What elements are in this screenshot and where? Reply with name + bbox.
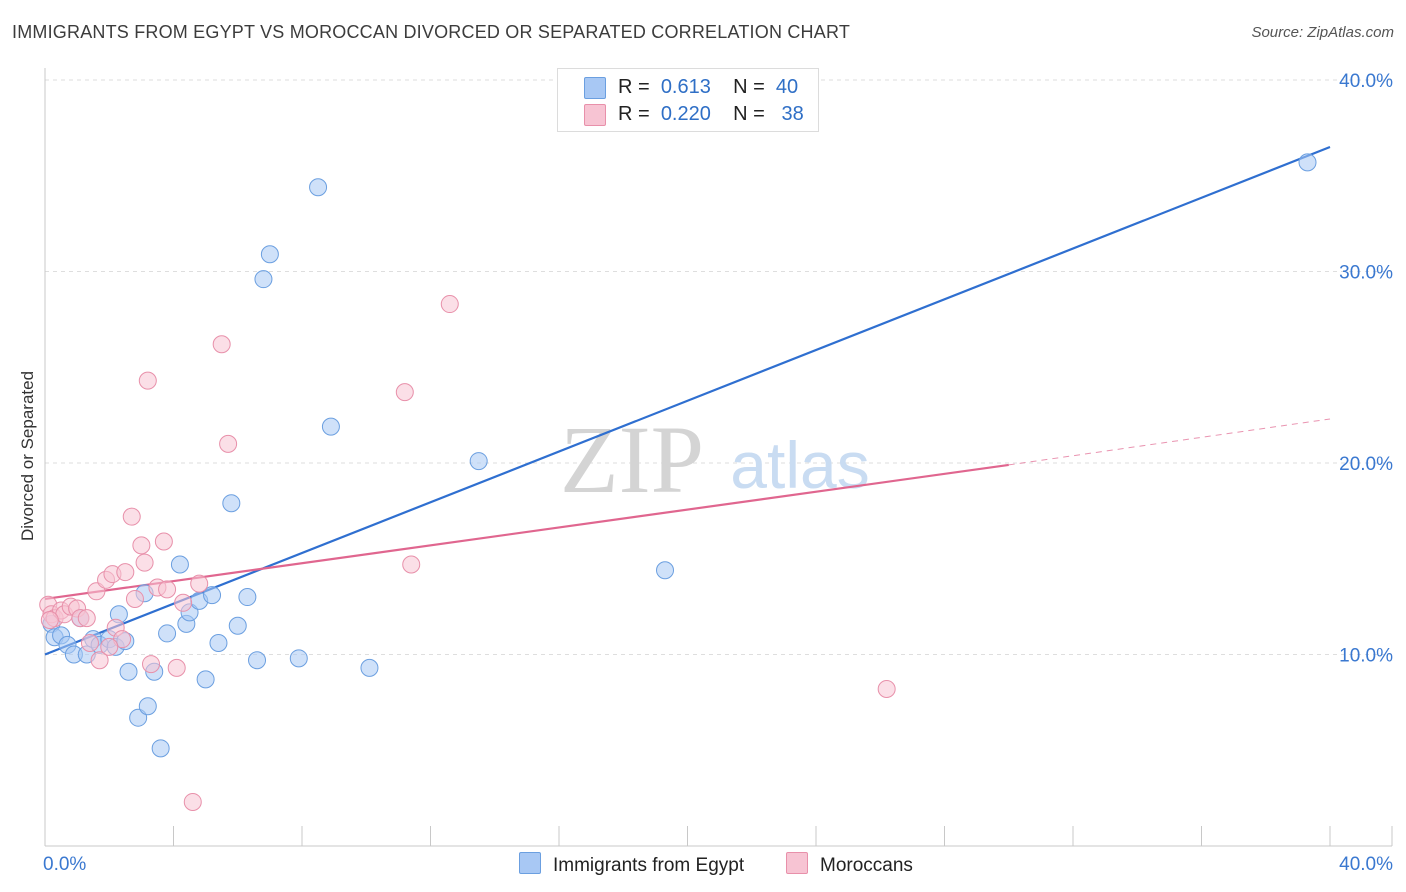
point-egypt xyxy=(228,616,247,635)
point-moroccans xyxy=(167,658,186,677)
point-moroccans xyxy=(125,589,144,608)
point-moroccans xyxy=(135,553,154,572)
point-egypt xyxy=(254,270,273,289)
point-moroccans xyxy=(100,637,119,656)
tick-labels: 10.0% 20.0% 30.0% 40.0% 0.0% 40.0% xyxy=(43,71,1393,875)
point-moroccans xyxy=(154,532,173,551)
data-points xyxy=(39,153,1317,811)
point-egypt xyxy=(129,708,148,727)
point-moroccans xyxy=(116,563,135,582)
point-moroccans xyxy=(219,434,238,453)
y-tick-label: 30.0% xyxy=(1339,263,1393,284)
point-moroccans xyxy=(190,574,209,593)
point-egypt xyxy=(222,494,241,513)
point-moroccans xyxy=(158,580,177,599)
point-moroccans xyxy=(183,792,202,811)
point-moroccans xyxy=(877,679,896,698)
point-moroccans xyxy=(90,651,109,670)
bottom-legend-egypt: Immigrants from Egypt xyxy=(519,852,744,877)
point-egypt xyxy=(321,417,340,436)
point-egypt xyxy=(209,634,228,653)
point-egypt xyxy=(170,555,189,574)
point-egypt xyxy=(360,658,379,677)
point-egypt xyxy=(309,178,328,197)
point-moroccans xyxy=(138,371,157,390)
legend-swatch-egypt xyxy=(584,77,606,99)
point-egypt xyxy=(151,739,170,758)
point-egypt xyxy=(138,697,157,716)
legend-r-value: 0.220 xyxy=(660,103,711,125)
point-moroccans xyxy=(212,335,231,354)
y-tick-label: 20.0% xyxy=(1339,454,1393,475)
x-tick-label: 40.0% xyxy=(1339,854,1393,875)
trend-line-moroccans-extension xyxy=(1008,418,1331,466)
bottom-legend-swatch-moroccans xyxy=(786,852,808,874)
source-label: Source: ZipAtlas.com xyxy=(1251,24,1394,41)
watermark-atlas: atlas xyxy=(730,428,869,502)
legend-r-label: R = xyxy=(618,103,650,125)
point-moroccans xyxy=(395,383,414,402)
bottom-legend-label-moroccans: Moroccans xyxy=(820,855,913,876)
watermark: ZIP atlas xyxy=(560,406,870,513)
point-moroccans xyxy=(87,582,106,601)
point-egypt xyxy=(260,245,279,264)
point-egypt xyxy=(158,624,177,643)
point-egypt xyxy=(469,452,488,471)
point-moroccans xyxy=(402,555,421,574)
trend-line-egypt xyxy=(44,146,1331,656)
point-moroccans xyxy=(132,536,151,555)
trend-line-moroccans xyxy=(44,463,1009,601)
point-egypt xyxy=(238,588,257,607)
y-tick-label: 10.0% xyxy=(1339,646,1393,667)
point-egypt xyxy=(203,586,222,605)
point-moroccans xyxy=(122,507,141,526)
point-egypt xyxy=(119,662,138,681)
legend-r-value: 0.613 xyxy=(660,76,711,98)
point-moroccans xyxy=(40,611,59,630)
point-moroccans xyxy=(142,655,161,674)
legend-n-value: 40 xyxy=(775,76,799,98)
point-egypt xyxy=(248,651,267,670)
y-tick-label: 40.0% xyxy=(1339,71,1393,92)
point-egypt xyxy=(289,649,308,668)
point-moroccans xyxy=(77,609,96,628)
axes xyxy=(44,68,1393,847)
chart-title: IMMIGRANTS FROM EGYPT VS MOROCCAN DIVORC… xyxy=(12,22,851,42)
legend-r-label: R = xyxy=(618,76,650,98)
bottom-legend-swatch-egypt xyxy=(519,852,541,874)
trend-lines xyxy=(44,146,1331,656)
grid-lines xyxy=(45,79,1392,655)
x-tick-label: 0.0% xyxy=(43,854,86,875)
point-moroccans xyxy=(440,295,459,314)
point-egypt xyxy=(1298,153,1317,172)
legend-n-label: N = xyxy=(733,103,765,125)
point-egypt xyxy=(656,561,675,580)
legend-n-label: N = xyxy=(733,76,765,98)
point-egypt xyxy=(196,670,215,689)
stats-legend: R = 0.613 N = 40 R = 0.220 N = 38 xyxy=(557,68,819,132)
legend-n-value: 38 xyxy=(781,103,804,125)
bottom-legend-label-egypt: Immigrants from Egypt xyxy=(553,855,745,876)
legend-swatch-moroccans xyxy=(584,104,606,126)
point-moroccans xyxy=(174,593,193,612)
bottom-legend-moroccans: Moroccans xyxy=(786,852,913,877)
point-moroccans xyxy=(80,634,99,653)
